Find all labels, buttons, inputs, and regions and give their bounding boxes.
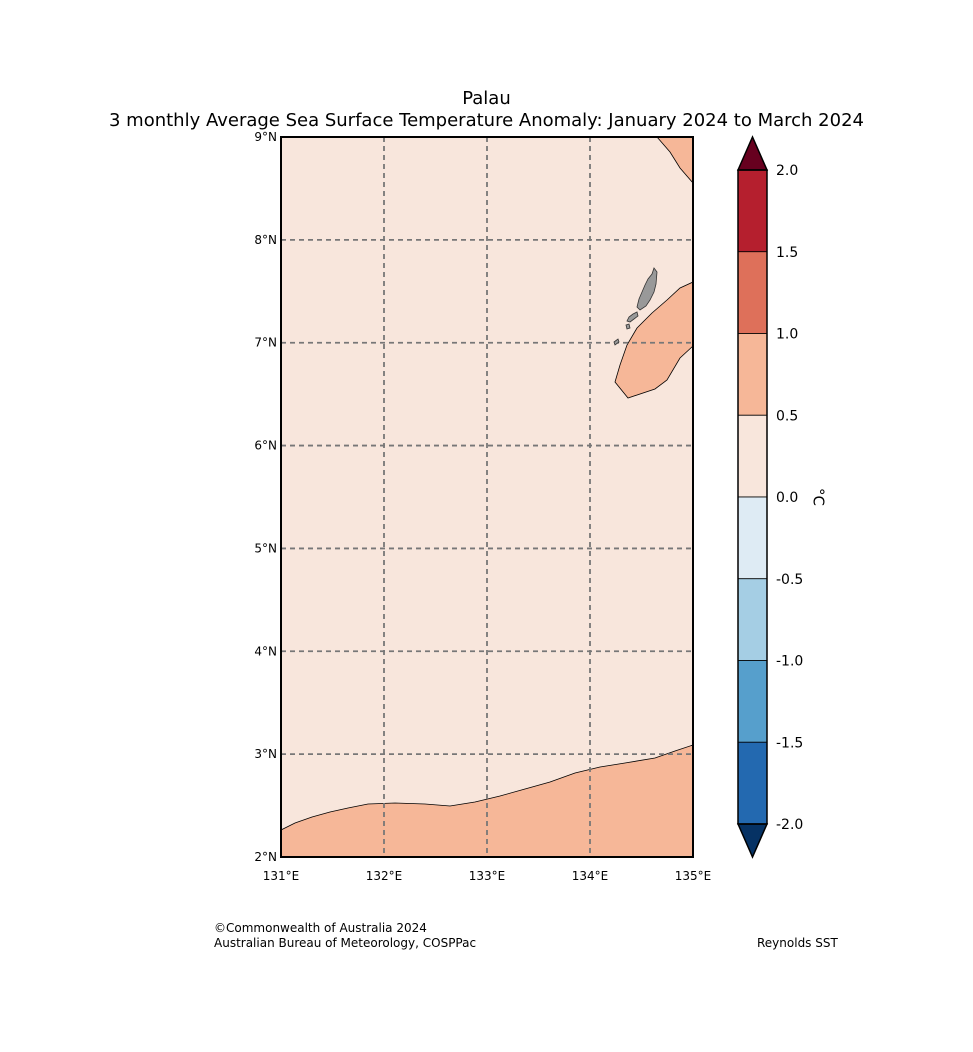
- colorbar-outline: [737, 169, 768, 825]
- anomaly-0.5-to-1.0-region-south: [281, 744, 693, 857]
- map-frame: [280, 136, 694, 858]
- colorbar-band: [737, 169, 768, 253]
- copyright-line: ©Commonwealth of Australia 2024: [214, 921, 427, 935]
- gridlines: [281, 137, 693, 857]
- colorbar-unit-label: °C: [810, 488, 828, 506]
- colorbar-level-label: -2.0: [776, 817, 803, 833]
- longitude-tick-label: 131°E: [263, 869, 300, 883]
- latitude-tick-label: 3°N: [254, 747, 277, 761]
- data-source: Reynolds SST: [757, 936, 838, 950]
- longitude-tick-label: 135°E: [675, 869, 712, 883]
- colorbar-level-label: -1.0: [776, 654, 803, 670]
- colorbar-level-label: 1.5: [776, 245, 798, 261]
- longitude-tick-label: 132°E: [366, 869, 403, 883]
- latitude-tick-label: 5°N: [254, 541, 277, 555]
- colorbar-level-label: 1.0: [776, 327, 798, 343]
- latitude-tick-label: 9°N: [254, 130, 277, 144]
- colorbar-band: [737, 741, 768, 825]
- latitude-tick-label: 4°N: [254, 644, 277, 658]
- colorbar-band: [737, 251, 768, 334]
- latitude-tick-label: 2°N: [254, 850, 277, 864]
- colorbar-level-label: 0.5: [776, 408, 798, 424]
- colorbar-level-label: -0.5: [776, 572, 803, 588]
- babeldaob-island: [636, 267, 658, 311]
- copyright-credit: ©Commonwealth of Australia 2024 Australi…: [214, 921, 476, 951]
- colorbar-level-label: -1.5: [776, 735, 803, 751]
- anomaly-0.5-to-1.0-region-palau: [614, 281, 693, 399]
- colorbar-band: [737, 660, 768, 743]
- longitude-tick-labels: 131°E 132°E 133°E 134°E 135°E: [263, 869, 712, 883]
- longitude-tick-label: 134°E: [572, 869, 609, 883]
- map-subtitle: 3 monthly Average Sea Surface Temperatur…: [108, 110, 864, 131]
- latitude-tick-label: 8°N: [254, 233, 277, 247]
- colorbar: 2.0 1.5 1.0 0.5 0.0 -0.5 -1.0 -1.5 -2.0: [736, 135, 803, 859]
- palau-islands: [613, 267, 658, 346]
- map-title: Palau: [462, 88, 511, 109]
- colorbar-band: [737, 578, 768, 661]
- latitude-tick-label: 7°N: [254, 336, 277, 350]
- colorbar-level-label: 0.0: [776, 490, 798, 506]
- colorbar-band: [737, 414, 768, 498]
- latitude-tick-labels: 2°N 3°N 4°N 5°N 6°N 7°N 8°N 9°N: [254, 130, 277, 864]
- colorbar-over-arrow: [736, 135, 769, 171]
- colorbar-band: [737, 333, 768, 416]
- colorbar-under-arrow: [736, 823, 769, 859]
- longitude-tick-label: 133°E: [469, 869, 506, 883]
- peleliu-island: [625, 323, 631, 330]
- latitude-tick-label: 6°N: [254, 439, 277, 453]
- angaur-island: [613, 338, 620, 346]
- agency-line: Australian Bureau of Meteorology, COSPPa…: [214, 936, 477, 950]
- anomaly-0.5-to-1.0-region-northeast: [656, 137, 693, 184]
- colorbar-level-label: 2.0: [776, 163, 798, 179]
- colorbar-band: [737, 496, 768, 580]
- koror-island: [626, 311, 639, 323]
